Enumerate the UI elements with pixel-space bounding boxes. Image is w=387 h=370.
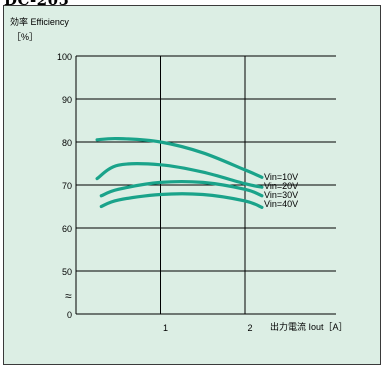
y-tick-label-100: 100 — [57, 52, 72, 62]
tick-label-layer: 0 50 60 70 80 90 100 1 2 — [57, 52, 253, 333]
x-tick-label-1: 1 — [163, 323, 168, 333]
series-label-2: Vin=20V — [264, 181, 298, 191]
series-line-2 — [95, 162, 264, 189]
y-tick-label-70: 70 — [62, 181, 72, 191]
series-line-4 — [99, 192, 264, 209]
series-label-3: Vin=30V — [264, 190, 298, 200]
y-tick-label-60: 60 — [62, 224, 72, 234]
series-label-4: Vin=40V — [264, 199, 298, 209]
series-layer — [95, 136, 264, 209]
axis-break-symbol: ≈ — [65, 289, 72, 303]
chart-title: 効率 Efficiency — [10, 16, 69, 27]
y-tick-label-90: 90 — [62, 95, 72, 105]
y-axis-label: ［%］ — [12, 32, 38, 42]
series-label-1: Vin=10V — [264, 172, 298, 182]
header-fragment: DC-205 — [4, 0, 69, 9]
y-tick-label-50: 50 — [62, 267, 72, 277]
x-axis-label: 出力電流 Iout［A］ — [270, 321, 348, 332]
x-tick-label-2: 2 — [247, 323, 252, 333]
series-line-3 — [99, 179, 264, 198]
y-tick-label-0: 0 — [67, 310, 72, 320]
series-line-1 — [95, 136, 264, 179]
grid-layer — [75, 55, 336, 315]
y-tick-label-80: 80 — [62, 138, 72, 148]
